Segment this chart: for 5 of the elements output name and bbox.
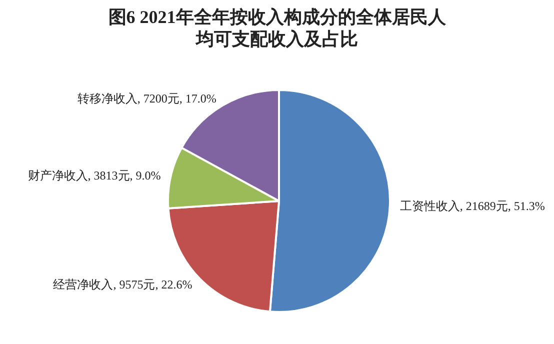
slice-label: 财产净收入, 3813元, 9.0%: [28, 168, 161, 182]
slice-label: 经营净收入, 9575元, 22.6%: [53, 277, 192, 292]
slice-label: 工资性收入, 21689元, 51.3%: [400, 198, 545, 213]
chart-title: 图6 2021年全年按收入构成分的全体居民人均可支配收入及占比: [107, 6, 447, 50]
slice-label: 转移净收入, 7200元, 17.0%: [77, 92, 216, 106]
